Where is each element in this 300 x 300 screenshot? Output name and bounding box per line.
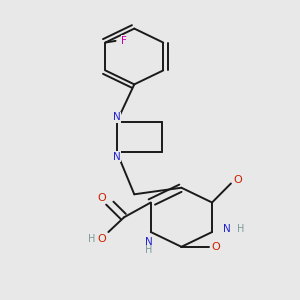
Text: N: N [113,112,121,122]
Text: H: H [145,245,152,255]
Text: O: O [233,175,242,185]
Text: N: N [145,237,153,247]
Text: O: O [97,193,106,203]
Text: H: H [237,224,244,234]
Text: F: F [121,36,127,46]
Text: H: H [88,234,96,244]
Text: N: N [223,224,231,234]
Text: O: O [212,242,220,252]
Text: O: O [97,234,106,244]
Text: N: N [113,152,121,162]
